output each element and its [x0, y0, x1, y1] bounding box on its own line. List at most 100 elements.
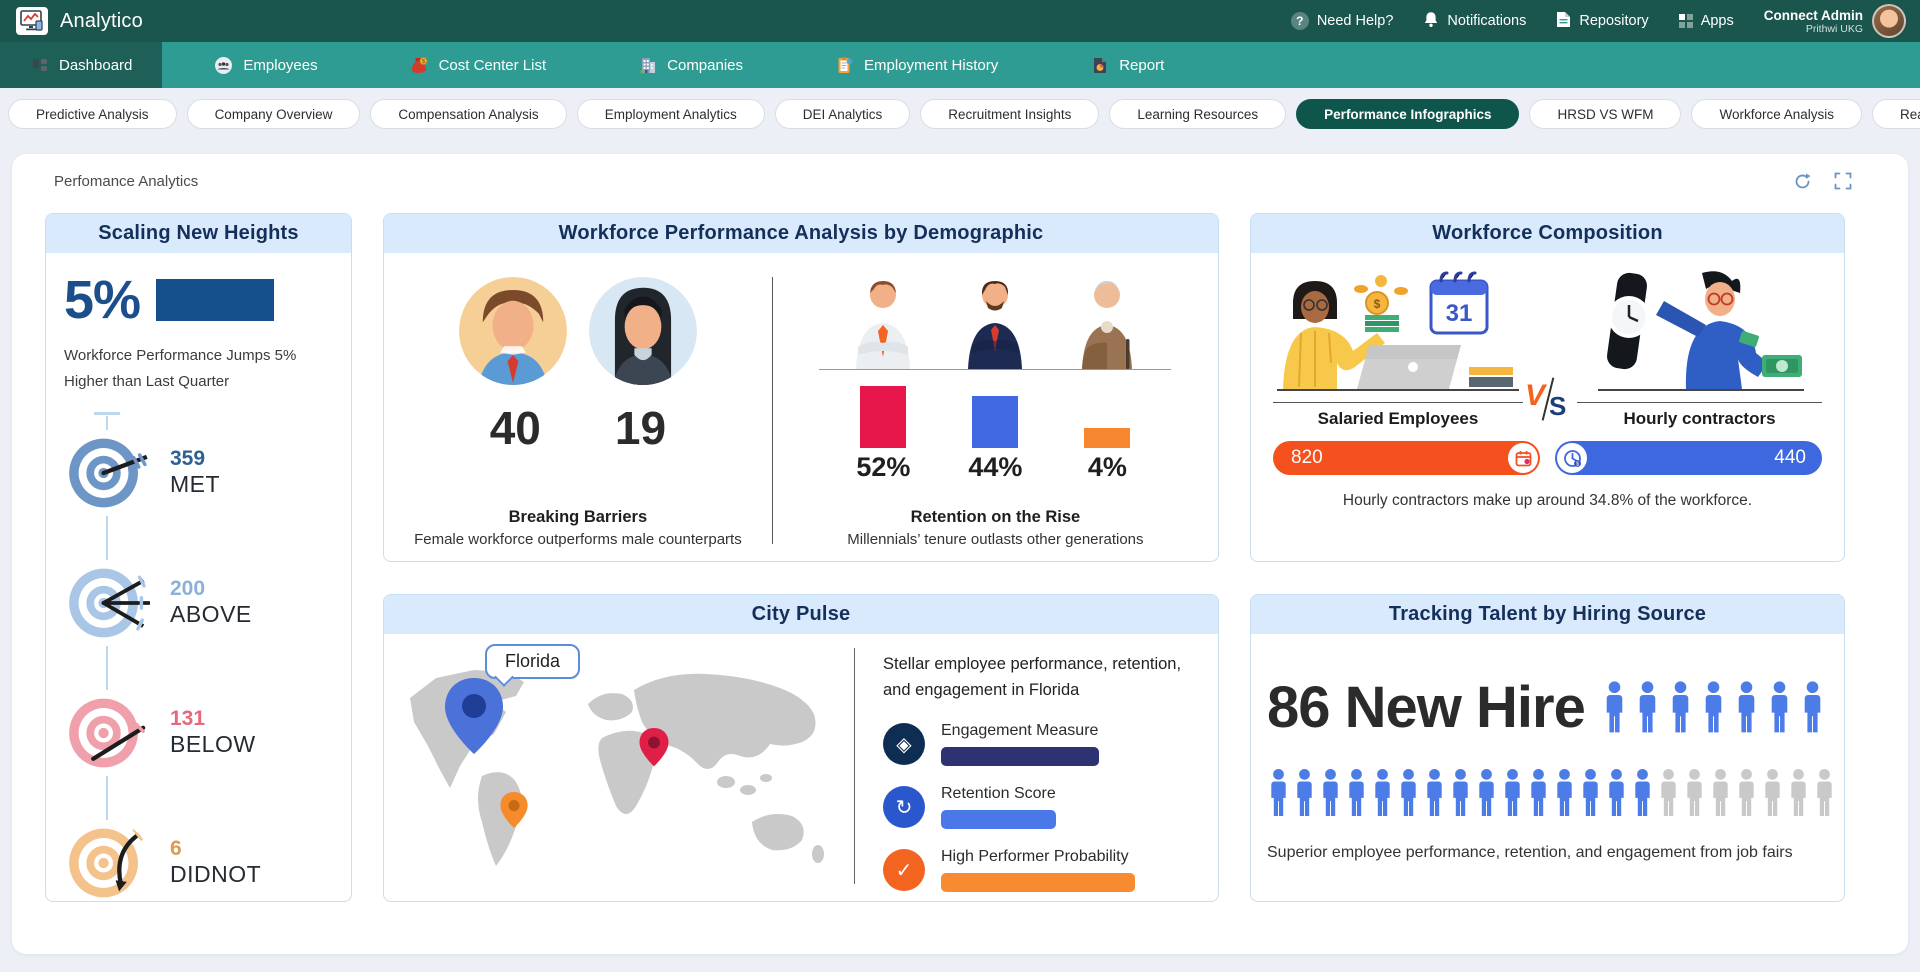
retention-percentages: 52% 44% 4% — [827, 452, 1163, 483]
person-icon — [1713, 768, 1728, 817]
metric-retention: ↻ Retention Score — [883, 785, 1218, 830]
top-bar: Analytico ? Need Help? Notifications Rep… — [0, 0, 1920, 42]
right-insight-title: Retention on the Rise — [910, 508, 1081, 526]
retention-icon: ↻ — [883, 786, 925, 829]
need-help-button[interactable]: ? Need Help? — [1290, 12, 1393, 30]
person-icon — [1427, 768, 1442, 817]
left-insight-caption: Female workforce outperforms male counte… — [414, 531, 742, 548]
person-icon — [1375, 768, 1390, 817]
pill-workforce-analysis[interactable]: Workforce Analysis — [1691, 99, 1863, 129]
right-insight-caption: Millennials’ tenure outlasts other gener… — [847, 531, 1144, 548]
target-below-icon — [64, 689, 150, 776]
pill-dei-analytics[interactable]: DEI Analytics — [774, 99, 911, 129]
male-count: 40 — [489, 402, 541, 454]
milestone-below: 131 BELOW — [64, 689, 351, 776]
person-icon — [1739, 768, 1754, 817]
milestone-value: 200 — [170, 577, 206, 600]
tab-report[interactable]: Report — [1064, 42, 1190, 88]
person-icon — [1705, 680, 1722, 732]
milestone-label: BELOW — [170, 731, 256, 757]
card-workforce-composition: Workforce Composition $ 31 — [1250, 213, 1845, 562]
person-icon — [1583, 768, 1598, 817]
notifications-button[interactable]: Notifications — [1423, 11, 1526, 32]
pill-predictive-analysis[interactable]: Predictive Analysis — [8, 99, 177, 129]
card-title: Workforce Composition — [1251, 214, 1844, 253]
card-city-pulse: City Pulse Florida — [383, 594, 1219, 902]
person-icon — [1765, 768, 1780, 817]
building-icon — [638, 56, 657, 75]
pill-recruitment-insights[interactable]: Recruitment Insights — [920, 99, 1100, 129]
dashboard-icon — [30, 56, 49, 75]
person-icon — [1323, 768, 1338, 817]
pill-learning-resources[interactable]: Learning Resources — [1109, 99, 1287, 129]
target-didnot-icon — [64, 819, 150, 901]
milestone-label: MET — [170, 471, 221, 497]
person-icon — [1531, 768, 1546, 817]
pill-performance-infographics[interactable]: Performance Infographics — [1296, 99, 1520, 129]
fullscreen-icon[interactable] — [1834, 172, 1852, 190]
hourly-count-meter: $ 440 — [1555, 441, 1822, 475]
pct-genx: 44% — [968, 452, 1023, 482]
apps-button[interactable]: Apps — [1678, 13, 1734, 29]
person-icon — [1609, 768, 1624, 817]
map-pin-red — [639, 728, 669, 767]
person-icon — [1661, 768, 1676, 817]
pill-employment-analytics[interactable]: Employment Analytics — [576, 99, 765, 129]
retention-bars — [827, 384, 1163, 448]
person-icon — [1738, 680, 1755, 732]
milestone-value: 131 — [170, 707, 206, 730]
metric-engagement: ◈ Engagement Measure — [883, 722, 1218, 767]
metric-label: Retention Score — [941, 785, 1056, 803]
male-avatar — [458, 277, 567, 385]
money-bag-icon: $ — [410, 56, 429, 75]
hourly-label: Hourly contractors — [1577, 402, 1822, 429]
card-title: Scaling New Heights — [46, 214, 351, 253]
milestone-above: 200 ABOVE — [64, 559, 351, 646]
tab-dashboard[interactable]: Dashboard — [0, 42, 163, 88]
growth-description: Workforce Performance Jumps 5% Higher th… — [64, 347, 297, 391]
hourly-contractor-illustration: Hourly contractors — [1577, 267, 1822, 429]
pct-millennials: 52% — [856, 452, 911, 482]
repository-button[interactable]: Repository — [1556, 11, 1649, 32]
pill-company-overview[interactable]: Company Overview — [186, 99, 361, 129]
person-icon — [1791, 768, 1806, 817]
bar-genx — [972, 396, 1019, 448]
person-icon — [1505, 768, 1520, 817]
document-icon — [1556, 11, 1571, 32]
milestone-met: 359 MET — [64, 429, 351, 516]
tab-employment-history[interactable]: Employment History — [809, 42, 1024, 88]
analytics-pill-nav: Predictive Analysis Company Overview Com… — [0, 88, 1920, 130]
milestone-value: 359 — [170, 447, 206, 470]
person-icon — [1271, 768, 1286, 817]
salaried-count-meter: 820 — [1273, 441, 1540, 475]
card-demographic-analysis: Workforce Performance Analysis by Demogr… — [383, 213, 1219, 562]
person-icon — [1817, 768, 1832, 817]
pill-hrsd-vs-wfm[interactable]: HRSD VS WFM — [1529, 99, 1682, 129]
vertical-divider — [854, 648, 855, 884]
calendar-illustration: 31 — [1429, 271, 1489, 335]
milestone-value: 6 — [170, 837, 182, 860]
salaried-label: Salaried Employees — [1273, 402, 1523, 429]
milestone-timeline: 359 MET 200 ABOVE — [46, 411, 351, 901]
tab-cost-center-list[interactable]: $ Cost Center List — [384, 42, 573, 88]
svg-text:$: $ — [1575, 461, 1578, 467]
tab-employees[interactable]: Employees — [188, 42, 343, 88]
milestone-label: ABOVE — [170, 601, 252, 627]
pill-compensation-analysis[interactable]: Compensation Analysis — [370, 99, 567, 129]
refresh-icon[interactable] — [1793, 172, 1812, 191]
calendar-badge-icon — [1508, 443, 1538, 473]
clock-badge-icon: $ — [1557, 443, 1587, 473]
growth-bar — [156, 279, 275, 321]
gender-counts: 40 19 — [490, 401, 666, 455]
user-menu[interactable]: Connect Admin Prithwi UKG — [1764, 4, 1906, 38]
avatar[interactable] — [1872, 4, 1906, 38]
bell-icon — [1423, 11, 1439, 32]
svg-text:$: $ — [422, 59, 425, 65]
tab-companies[interactable]: Companies — [612, 42, 769, 88]
person-icon — [1297, 768, 1312, 817]
engagement-icon: ◈ — [883, 723, 925, 766]
user-name: Connect Admin — [1763, 7, 1863, 23]
map-pin-florida — [445, 678, 503, 754]
pill-ready-workforce[interactable]: Ready Workforce — [1872, 99, 1920, 129]
